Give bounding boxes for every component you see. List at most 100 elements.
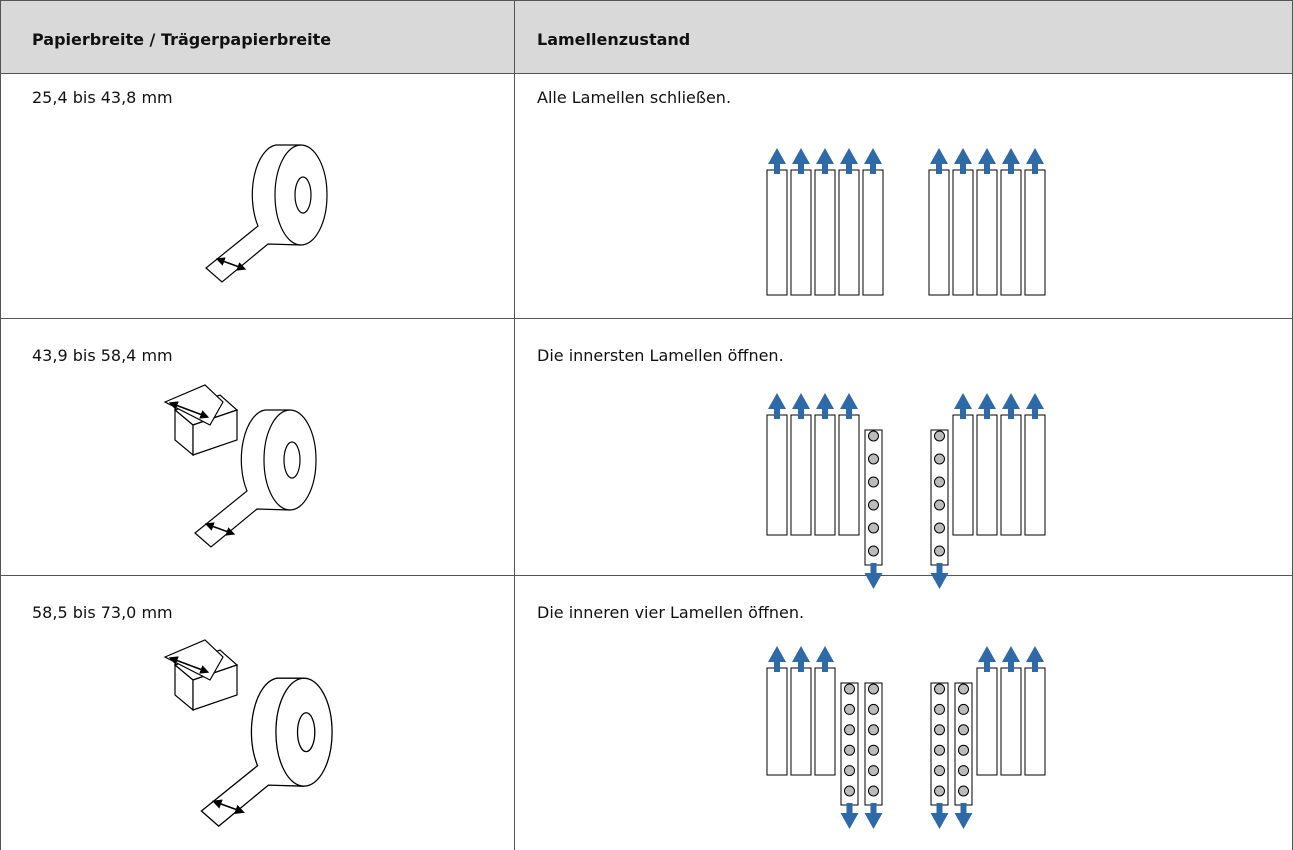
slat-hole bbox=[868, 522, 879, 534]
slat bbox=[862, 169, 884, 296]
arrow bbox=[840, 813, 859, 829]
arrow bbox=[1026, 393, 1044, 409]
box-icon bbox=[165, 640, 237, 710]
slat-hole bbox=[958, 724, 969, 736]
cell-text: 58,5 bis 73,0 mm bbox=[32, 603, 173, 622]
arrow bbox=[954, 148, 972, 164]
arrow bbox=[978, 646, 996, 662]
slat-hole bbox=[958, 765, 969, 777]
slat bbox=[1000, 414, 1022, 536]
slat-hole bbox=[868, 476, 879, 488]
slat-hole bbox=[844, 683, 855, 695]
cell-text: 25,4 bis 43,8 mm bbox=[32, 88, 173, 107]
slat bbox=[976, 667, 998, 776]
arrow bbox=[1002, 148, 1020, 164]
arrow bbox=[792, 148, 810, 164]
slat-hole bbox=[868, 765, 879, 777]
slat-hole bbox=[868, 724, 879, 736]
arrow bbox=[816, 393, 834, 409]
slat-hole bbox=[934, 683, 945, 695]
cell-text: Die inneren vier Lamellen öffnen. bbox=[537, 603, 805, 622]
slat-hole bbox=[958, 785, 969, 797]
slat-hole bbox=[844, 785, 855, 797]
arrow bbox=[1026, 148, 1044, 164]
slat bbox=[766, 414, 788, 536]
slat-hole bbox=[934, 453, 945, 465]
slat-open bbox=[930, 429, 949, 566]
arrow bbox=[1002, 646, 1020, 662]
row-border bbox=[0, 318, 1293, 319]
cell-text: Die innersten Lamellen öffnen. bbox=[537, 346, 784, 365]
arrow bbox=[816, 148, 834, 164]
header-background bbox=[0, 0, 1293, 73]
slat-hole bbox=[958, 703, 969, 715]
arrow bbox=[792, 393, 810, 409]
slat bbox=[790, 667, 812, 776]
row-border bbox=[0, 575, 1293, 576]
slat-hole bbox=[844, 724, 855, 736]
slat bbox=[1000, 169, 1022, 296]
slat-hole bbox=[958, 683, 969, 695]
column-border bbox=[0, 0, 1, 850]
arrow bbox=[864, 148, 882, 164]
arrow bbox=[954, 393, 972, 409]
slat-hole bbox=[934, 499, 945, 511]
slat-hole bbox=[868, 703, 879, 715]
header-cell: Lamellenzustand bbox=[537, 30, 691, 49]
slat-hole bbox=[868, 785, 879, 797]
slat bbox=[766, 169, 788, 296]
slat bbox=[976, 169, 998, 296]
arrow bbox=[978, 393, 996, 409]
slat bbox=[928, 169, 950, 296]
arrow bbox=[768, 148, 786, 164]
slat bbox=[976, 414, 998, 536]
slat bbox=[1024, 169, 1046, 296]
slat bbox=[1024, 414, 1046, 536]
slat bbox=[838, 414, 860, 536]
slat-hole bbox=[958, 744, 969, 756]
box-icon bbox=[165, 385, 237, 455]
slat-hole bbox=[844, 744, 855, 756]
arrow bbox=[978, 148, 996, 164]
arrow bbox=[930, 813, 949, 829]
slat bbox=[1024, 667, 1046, 776]
slat-hole bbox=[934, 522, 945, 534]
slat bbox=[952, 169, 974, 296]
arrow bbox=[840, 393, 858, 409]
slat bbox=[1000, 667, 1022, 776]
arrow bbox=[864, 813, 883, 829]
slat-hole bbox=[868, 545, 879, 557]
slat-hole bbox=[934, 785, 945, 797]
arrow bbox=[954, 813, 973, 829]
slat bbox=[790, 414, 812, 536]
slat bbox=[814, 169, 836, 296]
slat-hole bbox=[844, 703, 855, 715]
slat-hole bbox=[934, 430, 945, 442]
row-border bbox=[0, 0, 1293, 1]
arrow bbox=[768, 393, 786, 409]
cell-text: 43,9 bis 58,4 mm bbox=[32, 346, 173, 365]
arrow bbox=[792, 646, 810, 662]
slat-hole bbox=[934, 724, 945, 736]
slat-hole bbox=[868, 744, 879, 756]
slat-hole bbox=[934, 744, 945, 756]
slat bbox=[952, 414, 974, 536]
cell-text: Alle Lamellen schließen. bbox=[537, 88, 732, 107]
arrow bbox=[1026, 646, 1044, 662]
slat-hole bbox=[868, 430, 879, 442]
slat-hole bbox=[868, 683, 879, 695]
arrow bbox=[930, 573, 949, 589]
slat-hole bbox=[868, 453, 879, 465]
slat-hole bbox=[934, 703, 945, 715]
slat-open bbox=[864, 429, 883, 566]
slat bbox=[814, 414, 836, 536]
row-border bbox=[0, 73, 1293, 74]
arrow bbox=[768, 646, 786, 662]
slat-hole bbox=[844, 765, 855, 777]
slat-hole bbox=[934, 476, 945, 488]
slat bbox=[766, 667, 788, 776]
arrow bbox=[840, 148, 858, 164]
arrow bbox=[816, 646, 834, 662]
